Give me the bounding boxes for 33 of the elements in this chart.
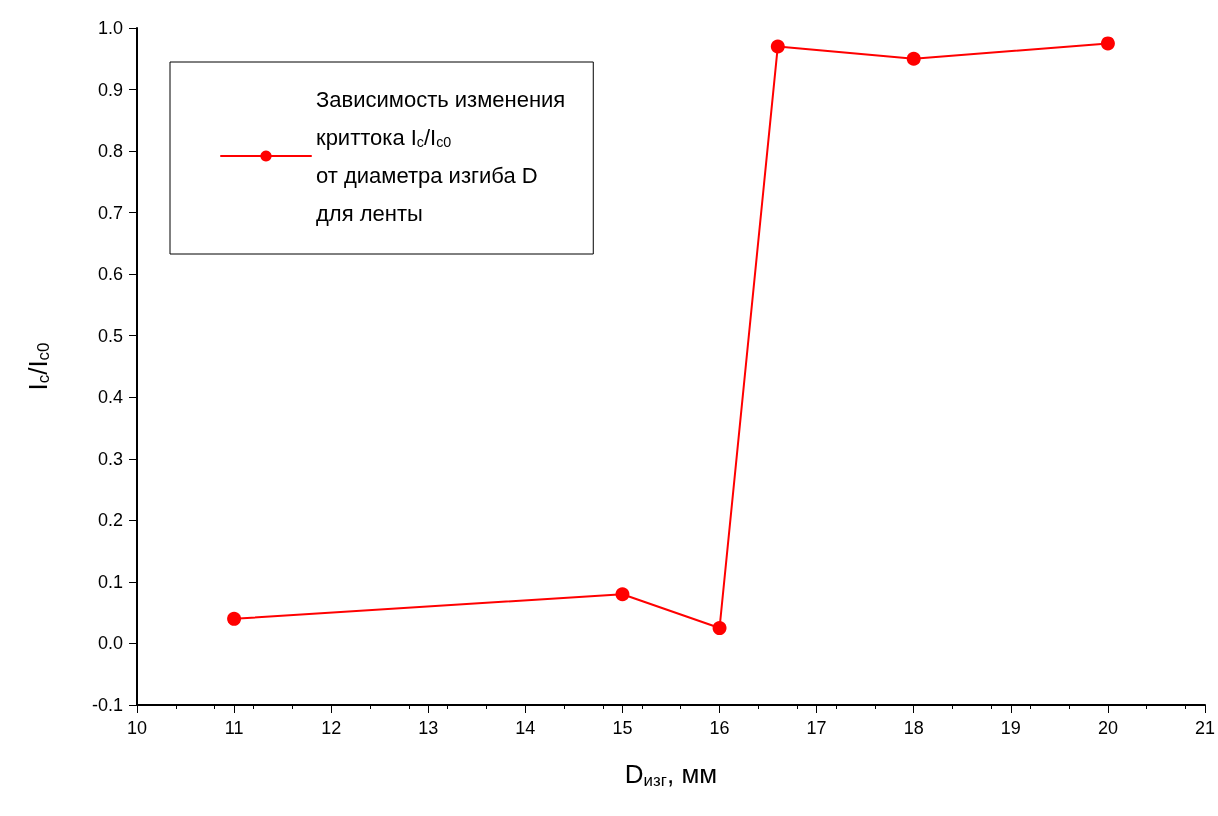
point <box>770 39 785 54</box>
y-tick-label: 0.9 <box>97 79 123 100</box>
y-tick-label: 0.3 <box>97 448 123 469</box>
x-tick-label: 18 <box>903 718 924 738</box>
x-tick-label: 11 <box>224 718 244 738</box>
point <box>615 587 630 602</box>
y-tick-label: -0.1 <box>91 695 123 715</box>
x-tick-label: 14 <box>515 718 536 738</box>
y-tick-label: 0.1 <box>97 571 123 592</box>
y-tick-label: 0.0 <box>97 633 123 654</box>
point <box>712 621 727 636</box>
x-tick-label: 12 <box>321 718 342 738</box>
x-tick-label: 16 <box>709 718 730 738</box>
y-tick-label: 0.7 <box>97 202 123 223</box>
x-tick-label: 20 <box>1097 718 1118 738</box>
y-tick-label: 0.5 <box>97 325 123 346</box>
point <box>1100 36 1115 51</box>
y-tick-label: 1.0 <box>97 18 123 38</box>
x-axis-title: Dизг, мм <box>624 759 718 790</box>
x-tick-label: 15 <box>612 718 633 738</box>
y-tick-label: 0.4 <box>97 387 123 408</box>
y-tick-label: 0.2 <box>97 510 123 531</box>
y-axis-title: Ic/Ic0 <box>22 342 53 391</box>
x-tick-label: 13 <box>418 718 439 738</box>
y-tick-label: 0.6 <box>97 264 123 285</box>
x-tick-label: 19 <box>1000 718 1021 738</box>
point <box>227 611 242 626</box>
x-tick-label: 10 <box>126 718 148 738</box>
x-tick-label: 17 <box>806 718 827 738</box>
y-tick-label: 0.8 <box>97 141 123 162</box>
point <box>906 51 921 66</box>
legend-label: Зависимость изменения криттока Ic/Ic0 от диаметра изгиба D для ленты <box>316 86 566 226</box>
x-tick-label: 21 <box>1194 718 1215 738</box>
